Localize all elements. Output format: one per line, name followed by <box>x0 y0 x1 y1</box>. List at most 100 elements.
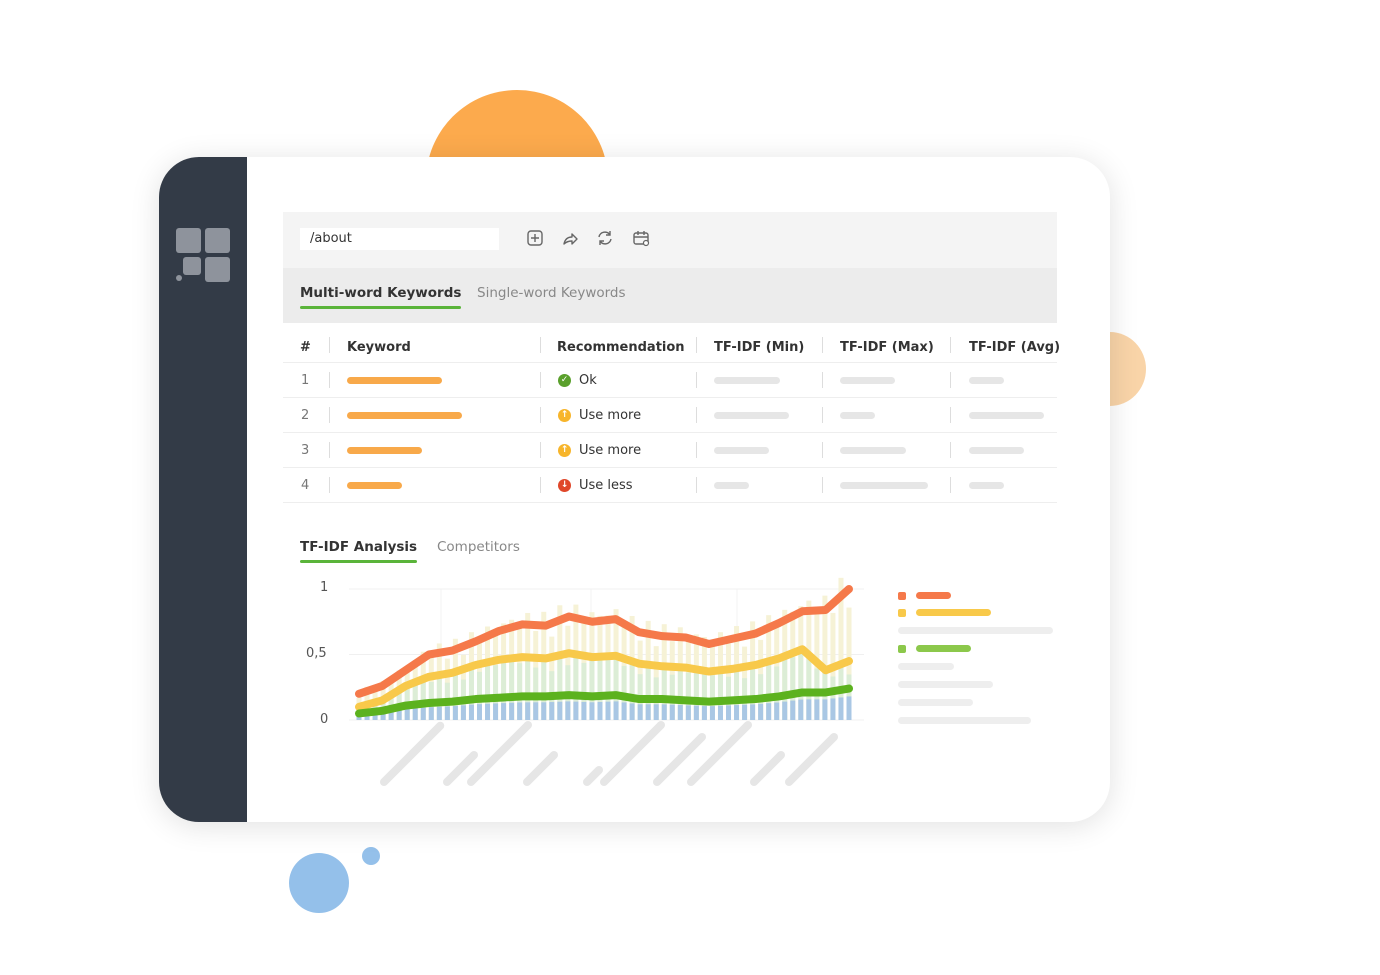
add-icon[interactable] <box>525 229 545 249</box>
col-header-keyword[interactable]: Keyword <box>347 340 411 355</box>
background-bar <box>782 656 788 720</box>
y-tick-label: 1 <box>320 580 329 595</box>
background-bar <box>549 702 555 720</box>
x-tick-label-placeholder <box>785 733 838 786</box>
table-row[interactable]: 1 ✓ Ok <box>283 363 1057 398</box>
legend-checkbox[interactable] <box>898 592 906 600</box>
url-path-input[interactable]: /about <box>300 228 499 250</box>
tfidf-avg-placeholder <box>969 377 1004 384</box>
background-bar <box>533 630 539 720</box>
background-bar <box>380 681 386 720</box>
background-bar <box>613 656 619 720</box>
recommendation-text: Ok <box>579 373 597 388</box>
recommendation-text: Use more <box>579 408 642 423</box>
background-bar <box>774 666 780 720</box>
background-bar <box>830 676 836 720</box>
legend-placeholder <box>898 627 1053 634</box>
col-header-tfidf-avg[interactable]: TF-IDF (Avg) <box>969 340 1061 355</box>
background-bar <box>758 674 764 720</box>
background-bar <box>412 708 418 720</box>
share-icon[interactable] <box>560 229 580 249</box>
background-bar <box>404 686 410 720</box>
recommendation-text: Use less <box>579 478 633 493</box>
background-bar <box>717 669 723 720</box>
tab-multi-word-keywords[interactable]: Multi-word Keywords <box>300 285 462 309</box>
tab-competitors[interactable]: Competitors <box>437 539 520 555</box>
legend-series-bar <box>916 592 951 599</box>
background-bar <box>517 702 523 720</box>
x-tick-label-placeholder <box>750 751 785 786</box>
background-bar <box>573 604 579 720</box>
table-row[interactable]: 2 ↑ Use more <box>283 398 1057 433</box>
background-bar <box>581 662 587 720</box>
background-bar <box>356 697 362 720</box>
background-bar <box>645 662 651 720</box>
background-bar <box>798 653 804 720</box>
background-bar <box>541 702 547 720</box>
background-bar <box>645 620 651 720</box>
legend-placeholder <box>898 699 973 706</box>
background-bar <box>629 616 635 720</box>
background-bar <box>701 672 707 720</box>
background-bar <box>669 641 675 720</box>
background-bar <box>444 658 450 720</box>
background-bar <box>549 636 555 720</box>
background-bar <box>838 697 844 720</box>
legend-checkbox[interactable] <box>898 609 906 617</box>
calendar-icon[interactable] <box>631 229 651 249</box>
background-bar <box>750 663 756 720</box>
background-bar <box>661 624 667 720</box>
x-tick-label-placeholder <box>523 751 558 786</box>
background-bar <box>846 607 852 720</box>
background-bar <box>517 624 523 720</box>
arrow-up-circle-icon: ↑ <box>558 444 571 457</box>
background-bar <box>814 699 820 720</box>
background-bar <box>549 671 555 720</box>
background-bar <box>541 611 547 720</box>
arrow-up-circle-icon: ↑ <box>558 409 571 422</box>
table-row[interactable]: 3 ↑ Use more <box>283 433 1057 468</box>
background-bar <box>509 659 515 720</box>
tfidf-avg-placeholder <box>969 447 1024 454</box>
background-bar <box>709 641 715 720</box>
app-window: /about Multi-word Keywords Single-word K… <box>159 157 1110 822</box>
background-bar <box>597 660 603 720</box>
legend-checkbox[interactable] <box>898 645 906 653</box>
background-bar <box>460 679 466 720</box>
tab-single-word-keywords[interactable]: Single-word Keywords <box>477 285 626 301</box>
refresh-icon[interactable] <box>595 229 615 249</box>
background-bar <box>493 703 499 720</box>
background-bar <box>364 704 370 720</box>
col-header-recommendation[interactable]: Recommendation <box>557 340 685 355</box>
background-bar <box>669 704 675 720</box>
background-bar <box>822 699 828 720</box>
background-bar <box>452 670 458 720</box>
background-bar <box>693 670 699 720</box>
background-bar <box>734 666 740 720</box>
background-bar <box>436 643 442 720</box>
legend-series-bar <box>916 645 971 652</box>
legend-series-bar <box>916 609 991 616</box>
background-bar <box>846 674 852 720</box>
background-bar <box>613 701 619 720</box>
background-bar <box>372 705 378 720</box>
background-bar <box>364 714 370 720</box>
background-bar <box>525 612 531 720</box>
background-bar <box>509 619 515 720</box>
col-header-tfidf-max[interactable]: TF-IDF (Max) <box>840 340 934 355</box>
col-header-tfidf-min[interactable]: TF-IDF (Min) <box>714 340 805 355</box>
background-bar <box>388 711 394 720</box>
background-bar <box>436 673 442 720</box>
background-bar <box>420 651 426 720</box>
background-bar <box>565 665 571 720</box>
background-bar <box>557 605 563 720</box>
series-line <box>355 585 853 698</box>
sidebar <box>159 157 247 822</box>
tab-tfidf-analysis[interactable]: TF-IDF Analysis <box>300 539 418 563</box>
background-bar <box>806 600 812 720</box>
background-bar <box>693 705 699 720</box>
table-row[interactable]: 4 ↓ Use less <box>283 468 1057 503</box>
app-logo[interactable] <box>176 228 232 284</box>
background-bar <box>645 704 651 720</box>
background-bar <box>774 626 780 720</box>
